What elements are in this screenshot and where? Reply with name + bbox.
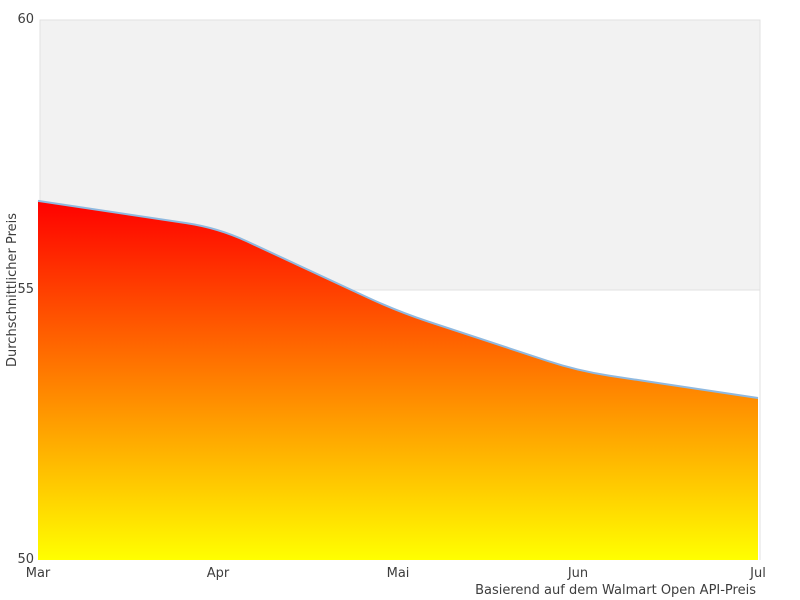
- x-tick-jun: Jun: [567, 566, 589, 581]
- y-tick-50: 50: [17, 552, 34, 567]
- chart-caption: Basierend auf dem Walmart Open API-Preis: [475, 583, 756, 598]
- y-tick-60: 60: [17, 12, 34, 27]
- x-tick-mar: Mar: [25, 566, 51, 581]
- area-fill: [38, 200, 758, 560]
- x-tick-apr: Apr: [206, 566, 230, 581]
- series-line: [37, 199, 759, 399]
- y-axis-title: Durchschnittlicher Preis: [5, 212, 20, 368]
- x-tick-jul: Jul: [750, 566, 766, 581]
- y-tick-55: 55: [17, 282, 34, 297]
- x-tick-mai: Mai: [386, 566, 410, 581]
